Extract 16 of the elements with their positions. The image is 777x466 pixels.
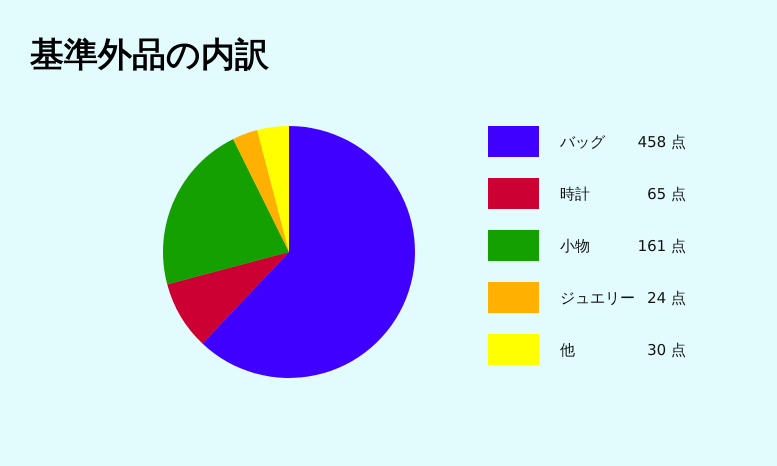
pie-slice xyxy=(202,126,415,378)
data-label: 65 点 xyxy=(647,185,686,203)
pie-slice xyxy=(257,126,289,252)
data-label: 24 点 xyxy=(647,289,686,307)
data-label: 30 点 xyxy=(647,341,686,359)
pie-slice xyxy=(163,139,289,284)
legend-label: 時計 xyxy=(560,185,590,203)
legend-label: 小物 xyxy=(560,237,590,255)
legend-label: バッグ xyxy=(559,133,606,151)
legend-label: ジュエリー xyxy=(560,289,635,307)
chart-title: 基準外品の内訳 xyxy=(29,35,270,75)
data-label: 458 点 xyxy=(638,133,686,151)
data-label: 161 点 xyxy=(638,237,686,255)
pie-slice xyxy=(233,130,289,252)
pie-slice xyxy=(167,252,289,344)
legend-label: 他 xyxy=(560,341,575,359)
